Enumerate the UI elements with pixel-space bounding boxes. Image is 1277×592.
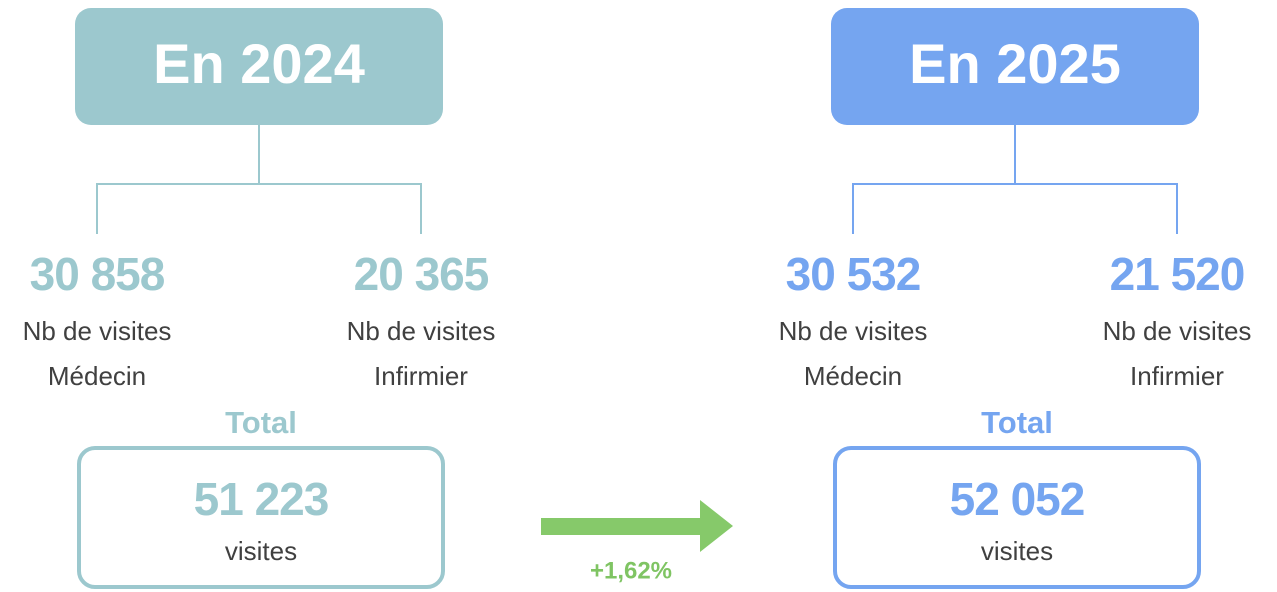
total-value: 51 223 [194,473,329,525]
item-label: Nb de visites [779,316,928,346]
connector [852,125,1178,234]
item-value: 30 858 [30,248,165,300]
item-label: Nb de visites [1103,316,1252,346]
panel-title: En 2025 [909,32,1121,95]
total-box [833,446,1201,589]
item-label: Médecin [48,361,146,391]
total-unit: visites [225,536,297,566]
item-label: Infirmier [374,361,468,391]
arrow [541,500,733,552]
total-unit: visites [981,536,1053,566]
total-box [77,446,445,589]
item-label: Nb de visites [347,316,496,346]
item-label: Infirmier [1130,361,1224,391]
item-value: 21 520 [1110,248,1245,300]
title-box [75,8,443,125]
total-value: 52 052 [950,473,1085,525]
item-label: Médecin [804,361,902,391]
total-label: Total [225,405,297,440]
connector [96,125,422,234]
panel-title: En 2024 [153,32,365,95]
item-label: Nb de visites [23,316,172,346]
total-label: Total [981,405,1053,440]
change-label: +1,62% [590,557,672,584]
title-box [831,8,1199,125]
item-value: 30 532 [786,248,921,300]
item-value: 20 365 [354,248,489,300]
